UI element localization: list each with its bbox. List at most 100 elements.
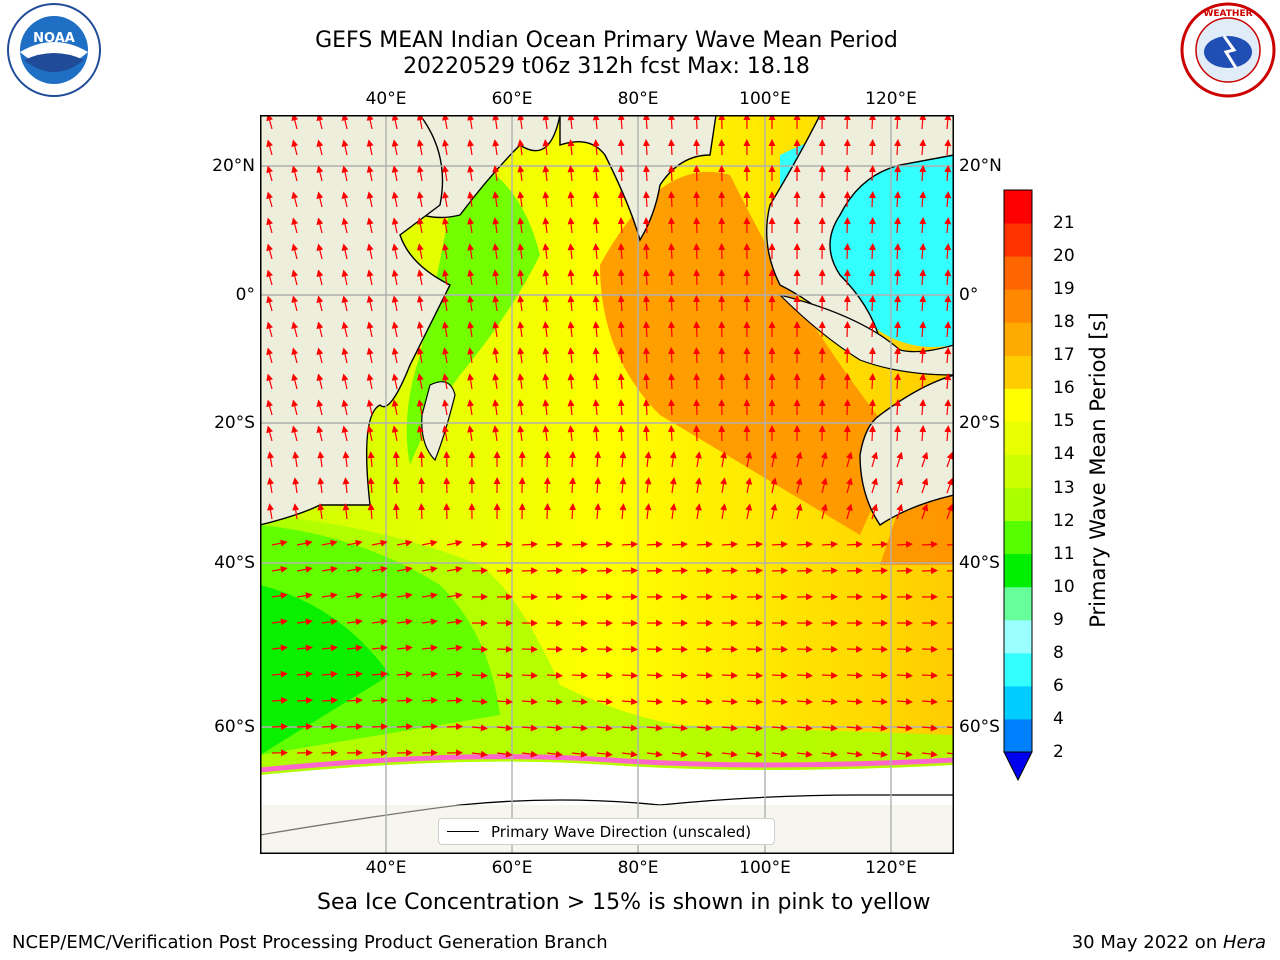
wave-arrow (467, 321, 475, 338)
wave-arrow (443, 477, 451, 494)
wave-arrow (442, 115, 449, 130)
wave-arrow (316, 321, 324, 338)
wave-arrow (820, 451, 828, 468)
wave-arrow (291, 425, 299, 442)
wave-arrow (696, 698, 713, 706)
wave-arrow (871, 750, 888, 758)
wave-arrow (944, 269, 952, 286)
wave-arrow (517, 165, 525, 182)
wave-arrow (592, 295, 600, 312)
wave-arrow (745, 451, 753, 468)
wave-arrow (894, 295, 902, 312)
wave-arrow (467, 191, 475, 208)
map-legend: Primary Wave Direction (unscaled) (438, 818, 775, 845)
wave-arrow (418, 477, 426, 494)
wave-arrow (592, 165, 600, 182)
wave-arrow (371, 539, 388, 547)
wave-arrow (391, 217, 399, 234)
wave-arrow (316, 399, 324, 416)
wave-arrow (646, 540, 663, 548)
wave-arrow (696, 567, 713, 575)
wave-arrow (292, 451, 300, 468)
colorbar-tick-6: 6 (1053, 675, 1064, 696)
wave-arrow (567, 217, 575, 234)
wave-arrow (821, 540, 838, 548)
wave-arrow (517, 399, 525, 416)
lat-tick-left-40s: 40°S (214, 553, 255, 573)
footer-right: 30 May 2022 on Hera (1072, 932, 1266, 953)
wave-arrow (693, 321, 701, 338)
wave-arrow (919, 321, 927, 338)
wave-arrow (868, 115, 876, 130)
wave-arrow (592, 347, 600, 364)
wave-arrow (391, 243, 399, 260)
wave-arrow (316, 347, 324, 364)
wave-arrow (946, 503, 954, 520)
wave-arrow (693, 295, 701, 312)
wave-arrow (894, 243, 902, 260)
wave-arrow (542, 217, 550, 234)
wave-arrow (517, 191, 525, 208)
wave-arrow (820, 477, 828, 494)
colorbar-tick-16: 16 (1053, 378, 1075, 399)
wave-arrow (746, 567, 763, 575)
wave-arrow (796, 750, 813, 758)
lon-tick-top-80e: 80°E (617, 89, 659, 109)
wave-arrow (944, 243, 952, 260)
colorbar-tick-12: 12 (1053, 510, 1075, 531)
wave-arrow (696, 724, 713, 732)
wave-arrow (843, 295, 851, 312)
colorbar-bin-15 (1004, 388, 1032, 422)
wave-arrow (667, 425, 675, 442)
wave-arrow (542, 139, 550, 156)
svg-text:NOAA: NOAA (33, 31, 75, 46)
lon-tick-top-40e: 40°E (365, 89, 407, 109)
wave-arrow (671, 724, 688, 732)
wave-arrow (746, 724, 763, 732)
wave-arrow (921, 477, 929, 494)
wave-arrow (446, 618, 463, 626)
wave-arrow (316, 191, 324, 208)
wave-arrow (371, 696, 388, 704)
wave-arrow (291, 347, 299, 364)
wave-arrow (644, 477, 652, 494)
wave-arrow (396, 696, 413, 704)
wave-arrow (371, 592, 388, 600)
wave-arrow (291, 165, 299, 182)
wave-arrow (796, 698, 813, 706)
wave-arrow (868, 295, 876, 312)
wave-arrow (366, 295, 374, 312)
wave-arrow (341, 399, 349, 416)
wave-arrow (371, 565, 388, 573)
wave-arrow (617, 165, 625, 182)
wave-arrow (341, 269, 349, 286)
wave-arrow (418, 451, 426, 468)
wave-arrow (543, 503, 551, 520)
wave-arrow (316, 217, 324, 234)
wave-arrow (346, 696, 363, 704)
wave-arrow (266, 347, 273, 364)
wave-arrow (642, 321, 650, 338)
wave-arrow (391, 373, 399, 390)
sea-ice-note: Sea Ice Concentration > 15% is shown in … (317, 890, 931, 915)
wave-arrow (843, 399, 851, 416)
wave-arrow (346, 618, 363, 626)
wave-arrow (821, 724, 838, 732)
wave-arrow (693, 191, 701, 208)
wave-arrow (846, 503, 853, 520)
wave-arrow (843, 243, 851, 260)
wave-arrow (346, 670, 363, 678)
wave-arrow (946, 700, 954, 703)
wave-arrow (894, 373, 902, 390)
wave-arrow (871, 724, 888, 732)
wave-arrow (894, 165, 902, 182)
wave-arrow (517, 139, 525, 156)
wave-arrow (644, 451, 652, 468)
svg-text:WEATHER: WEATHER (1203, 9, 1252, 19)
wave-arrow (796, 567, 813, 575)
wave-arrow (671, 671, 688, 679)
wave-arrow (894, 425, 902, 442)
wave-arrow (592, 425, 600, 442)
wave-arrow (496, 567, 513, 575)
wave-arrow (592, 217, 600, 234)
